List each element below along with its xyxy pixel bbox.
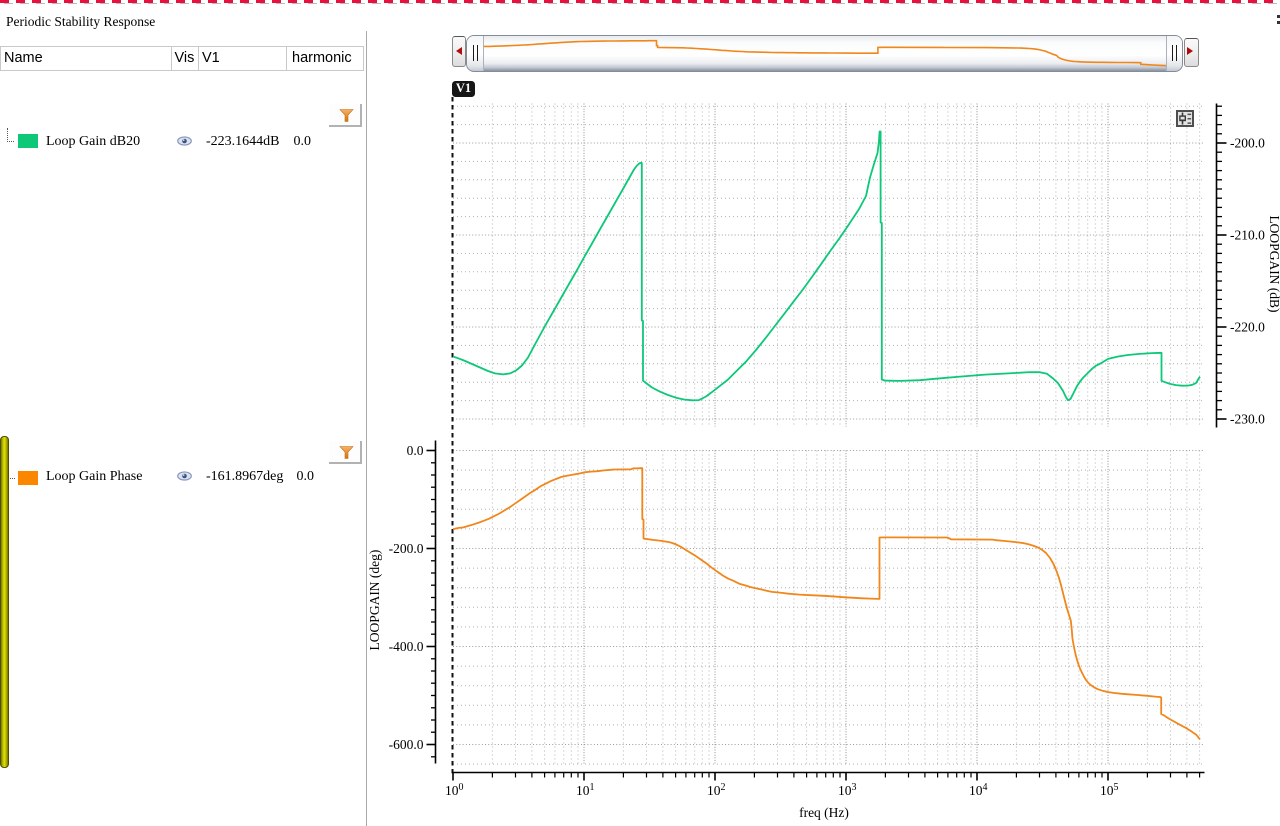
svg-text:100: 100 (445, 782, 464, 798)
svg-text:104: 104 (969, 782, 988, 798)
svg-text:-200.0: -200.0 (1230, 136, 1265, 151)
svg-text:LOOPGAIN (dB): LOOPGAIN (dB) (1267, 215, 1280, 312)
svg-text:-230.0: -230.0 (1230, 412, 1265, 427)
svg-text:-200.0: -200.0 (389, 541, 424, 556)
svg-text:0.0: 0.0 (407, 443, 424, 458)
svg-text:-600.0: -600.0 (389, 737, 424, 752)
svg-text:101: 101 (576, 782, 595, 798)
svg-text:freq (Hz): freq (Hz) (799, 805, 849, 820)
svg-text:-220.0: -220.0 (1230, 320, 1265, 335)
svg-text:102: 102 (707, 782, 726, 798)
svg-text:103: 103 (838, 782, 857, 798)
svg-text:-400.0: -400.0 (389, 639, 424, 654)
svg-text:105: 105 (1100, 782, 1119, 798)
svg-text:-210.0: -210.0 (1230, 228, 1265, 243)
svg-text:LOOPGAIN (deg): LOOPGAIN (deg) (367, 550, 382, 651)
